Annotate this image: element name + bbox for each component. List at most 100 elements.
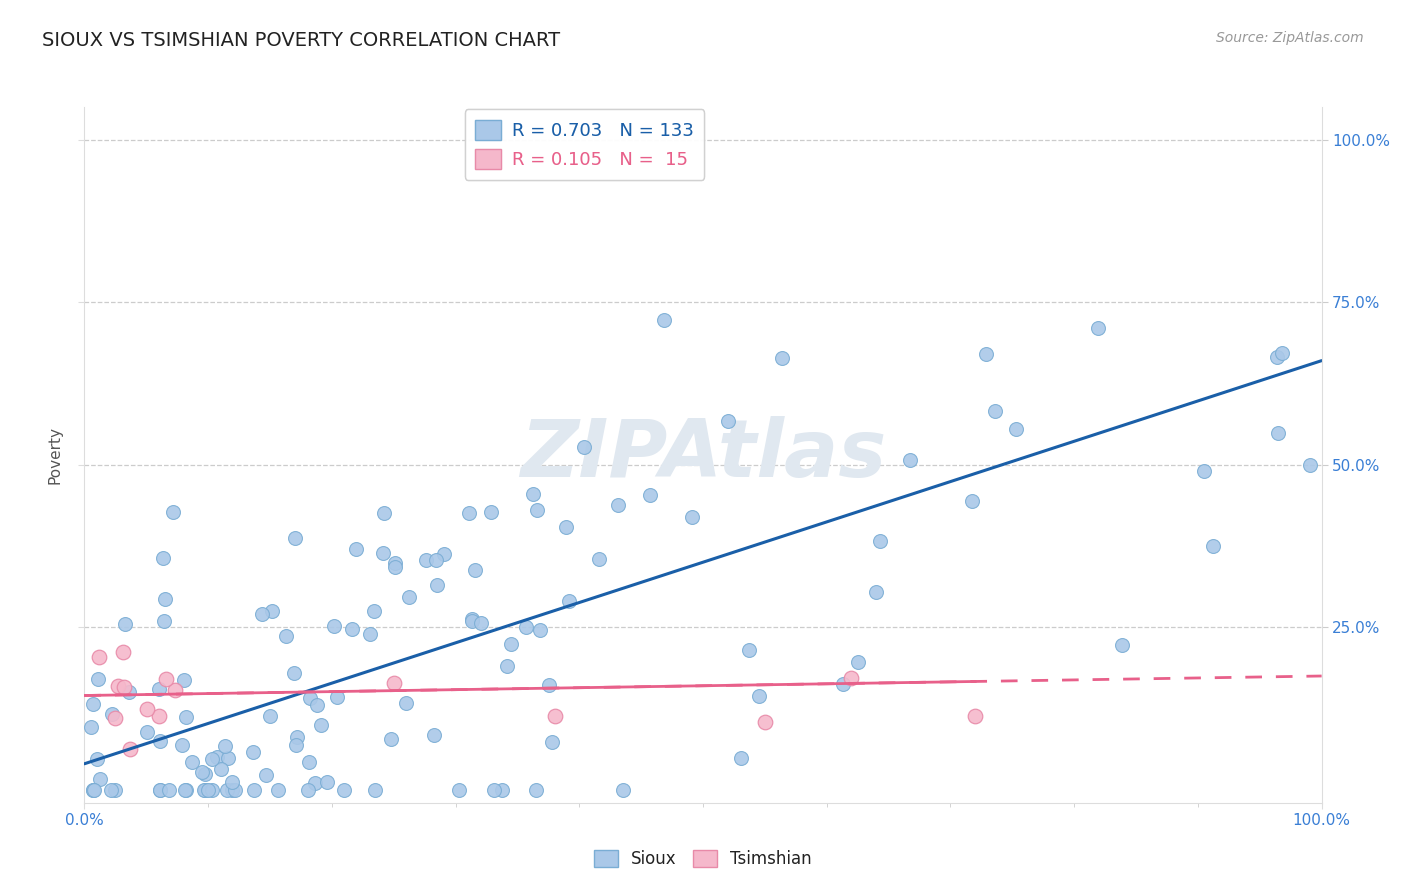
Legend: R = 0.703   N = 133, R = 0.105   N =  15: R = 0.703 N = 133, R = 0.105 N = 15 (464, 109, 704, 179)
Point (194, 782, 217, 797)
Point (136, 725, 159, 739)
Point (457, 506, 479, 520)
Point (612, 782, 634, 797)
Point (770, 351, 793, 365)
Point (447, 782, 470, 797)
Point (180, 756, 202, 770)
Point (152, 550, 174, 565)
Point (1265, 350, 1288, 364)
Point (491, 782, 513, 797)
Point (323, 619, 346, 633)
Point (841, 671, 863, 685)
Point (380, 732, 402, 747)
Point (170, 738, 193, 752)
Point (89, 772, 111, 786)
Point (501, 637, 523, 651)
Point (433, 548, 456, 562)
Point (730, 751, 752, 765)
Point (254, 768, 277, 782)
Point (415, 553, 437, 567)
Point (83, 782, 105, 797)
Point (82, 782, 104, 797)
Point (395, 696, 418, 710)
Point (100, 782, 122, 797)
Point (174, 782, 197, 797)
Point (522, 486, 544, 500)
Point (1299, 458, 1322, 472)
Point (555, 520, 578, 534)
Point (242, 746, 264, 760)
Point (193, 782, 215, 797)
Point (359, 627, 381, 641)
Point (607, 498, 630, 512)
Point (382, 676, 405, 690)
Point (496, 659, 519, 673)
Point (174, 782, 197, 797)
Point (974, 346, 997, 360)
Point (1111, 638, 1133, 652)
Point (384, 556, 406, 570)
Point (305, 698, 328, 712)
Point (197, 782, 219, 797)
Y-axis label: Poverty: Poverty (48, 425, 63, 484)
Point (1271, 346, 1294, 360)
Point (163, 682, 186, 697)
Point (148, 709, 170, 723)
Point (162, 505, 184, 519)
Point (114, 617, 136, 632)
Point (363, 782, 385, 797)
Point (373, 506, 395, 520)
Point (515, 620, 537, 634)
Point (898, 453, 921, 467)
Point (652, 312, 675, 326)
Point (118, 741, 141, 756)
Point (326, 690, 349, 704)
Point (205, 749, 228, 764)
Point (529, 624, 551, 638)
Point (748, 689, 770, 703)
Point (960, 494, 983, 508)
Point (285, 738, 308, 752)
Point (148, 782, 170, 797)
Point (344, 542, 367, 557)
Point (149, 782, 172, 797)
Point (242, 782, 264, 797)
Point (482, 782, 505, 797)
Point (398, 590, 420, 604)
Point (135, 702, 157, 716)
Point (283, 666, 305, 681)
Point (215, 782, 238, 797)
Point (425, 553, 447, 567)
Point (190, 765, 212, 780)
Point (298, 756, 321, 770)
Point (384, 559, 406, 574)
Point (304, 776, 326, 790)
Point (588, 552, 610, 566)
Point (865, 585, 887, 599)
Point (754, 714, 776, 729)
Point (87, 672, 110, 686)
Point (717, 414, 740, 428)
Point (153, 592, 176, 607)
Point (112, 681, 135, 695)
Point (86, 752, 108, 766)
Point (153, 615, 176, 629)
Point (214, 739, 236, 753)
Point (363, 604, 385, 618)
Point (82, 782, 104, 797)
Point (173, 673, 195, 687)
Point (104, 711, 127, 725)
Legend: Sioux, Tsimshian: Sioux, Tsimshian (588, 843, 818, 875)
Point (1267, 425, 1289, 440)
Point (333, 782, 356, 797)
Point (111, 645, 134, 659)
Point (297, 782, 319, 797)
Point (149, 733, 172, 747)
Point (1087, 321, 1109, 335)
Point (100, 706, 122, 721)
Point (260, 604, 283, 618)
Point (221, 775, 243, 789)
Point (201, 782, 224, 797)
Point (252, 607, 274, 621)
Point (221, 782, 243, 797)
